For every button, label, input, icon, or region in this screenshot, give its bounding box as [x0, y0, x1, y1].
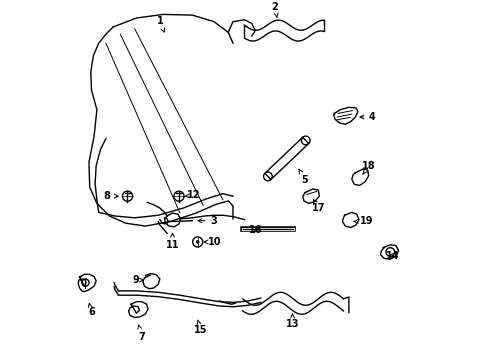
Text: 10: 10	[204, 237, 221, 247]
Text: 7: 7	[138, 325, 145, 342]
Text: 16: 16	[249, 225, 262, 235]
Text: 5: 5	[298, 169, 308, 185]
Text: 8: 8	[103, 191, 118, 201]
Text: 2: 2	[271, 2, 278, 18]
Text: 6: 6	[88, 303, 95, 318]
Text: 9: 9	[132, 275, 143, 285]
Text: 3: 3	[198, 216, 217, 226]
Text: 17: 17	[311, 200, 325, 213]
Text: 12: 12	[184, 190, 201, 201]
Text: 18: 18	[361, 161, 375, 174]
Text: 13: 13	[286, 314, 299, 329]
Text: 15: 15	[193, 320, 207, 336]
Text: 11: 11	[165, 233, 179, 250]
Text: 19: 19	[353, 216, 373, 226]
Text: 14: 14	[386, 251, 399, 261]
Text: 1: 1	[156, 16, 164, 32]
Text: 4: 4	[359, 112, 375, 122]
Circle shape	[196, 240, 199, 244]
